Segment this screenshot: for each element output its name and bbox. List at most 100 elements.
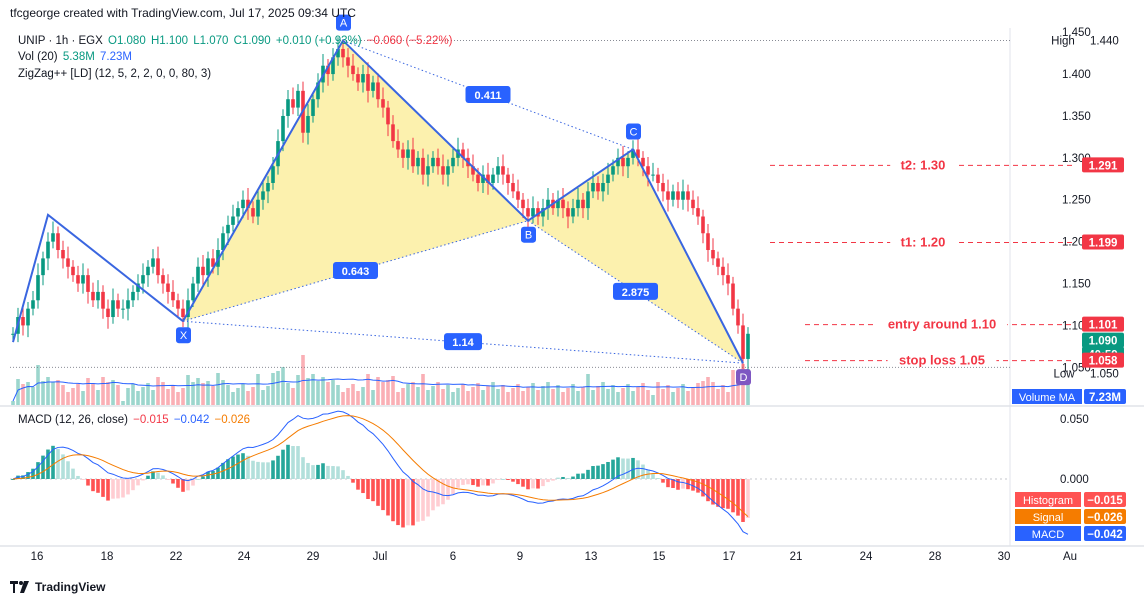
macd-hist-bar: [126, 479, 130, 495]
volume-bar: [251, 387, 255, 405]
macd-hist-bar: [666, 479, 670, 488]
macd-hist-bar: [661, 479, 665, 483]
macd-hist-bar: [411, 479, 415, 526]
price-badge-t1-bg: [1082, 234, 1124, 250]
macd-hist-bar: [656, 478, 660, 480]
volume-bar: [261, 390, 265, 405]
candle-body: [66, 258, 70, 267]
volume-bar: [511, 388, 515, 405]
macd-hist-bar: [56, 448, 60, 479]
tradingview-logo-icon: [10, 581, 29, 593]
volume-bar: [11, 401, 15, 405]
volume-bar: [471, 387, 475, 405]
candle-body: [521, 199, 525, 209]
macd-hist-bar: [396, 479, 400, 526]
high-value: 1.440: [1090, 36, 1119, 48]
macd-hist-bar: [66, 461, 70, 479]
candle-body: [231, 216, 235, 225]
footer-brand[interactable]: TradingView: [10, 580, 105, 594]
macd-hist-bar: [391, 479, 395, 522]
volume-bar: [411, 382, 415, 405]
candle-body: [501, 166, 505, 175]
macd-hist-bar: [86, 479, 90, 486]
volume-bar: [131, 384, 135, 405]
macd-value-badge-bg: [1084, 509, 1126, 524]
macd-hist-bar: [101, 479, 105, 497]
candle-body: [366, 74, 370, 91]
macd-hist-bar: [501, 478, 505, 480]
candle-body: [56, 233, 60, 251]
candle-body: [601, 182, 605, 192]
price-legend[interactable]: UNIP · 1h · EGX O1.080 H1.100 L1.070 C1.…: [18, 35, 454, 47]
volume-bar: [591, 390, 595, 405]
candle-body: [586, 191, 590, 209]
candle-body: [616, 157, 620, 167]
candle-body: [176, 300, 180, 309]
macd-hist-bar: [76, 475, 80, 479]
volume-bar: [306, 378, 310, 405]
volume-bar: [661, 389, 665, 405]
volume-bar: [421, 374, 425, 405]
volume-bar: [616, 392, 620, 405]
macd-hist-bar: [156, 472, 160, 479]
macd-hist-bar: [366, 479, 370, 499]
macd-hist-bar: [596, 465, 600, 479]
candle-body: [331, 57, 335, 75]
candle-body: [246, 199, 250, 209]
zigzag-legend[interactable]: ZigZag++ [LD] (12, 5, 2, 2, 0, 0, 80, 3): [18, 68, 212, 80]
volume-bar: [71, 388, 75, 405]
level-label: t1: 1.20: [901, 234, 946, 249]
candle-body: [346, 57, 350, 66]
macd-tick-label: 0.000: [1060, 474, 1089, 486]
volume-bar: [226, 385, 230, 405]
candle-body: [631, 149, 635, 158]
candle-body: [726, 275, 730, 284]
volume-bar: [361, 387, 365, 405]
macd-hist-bar: [561, 476, 565, 479]
low-value: 1.050: [1090, 368, 1119, 380]
time-tick-label: 6: [450, 551, 456, 563]
volume-legend[interactable]: Vol (20) 5.38M 7.23M: [18, 51, 134, 63]
candle-body: [441, 166, 445, 175]
ratio-label: 0.411: [475, 90, 502, 102]
candle-body: [451, 157, 455, 167]
volume-bar: [431, 386, 435, 405]
time-tick-label: 24: [860, 551, 873, 563]
volume-bar: [146, 383, 150, 405]
close-value: C1.090: [233, 35, 271, 47]
volume-bar: [481, 390, 485, 405]
macd-hist-bar: [486, 479, 490, 486]
volume-bar: [446, 385, 450, 405]
volume-bar: [211, 386, 215, 405]
candle-body: [131, 291, 135, 301]
candle-body: [236, 208, 240, 217]
candle-body: [506, 174, 510, 183]
volume-bar: [451, 392, 455, 405]
macd-hist-bar: [281, 449, 285, 479]
macd-hist-bar: [111, 479, 115, 499]
macd-hist-bar: [436, 479, 440, 507]
candle-body: [716, 258, 720, 267]
ratio-badge: [465, 86, 511, 104]
volume-bar: [366, 374, 370, 405]
macd-hist-bar: [671, 479, 675, 488]
volume-bar: [736, 375, 740, 405]
volume-bar: [531, 383, 535, 405]
change-value: +0.010 (+0.93%): [275, 35, 362, 47]
point-label: D: [740, 372, 748, 384]
candle-body: [261, 191, 265, 200]
macd-legend[interactable]: MACD (12, 26, close) −0.015 −0.042 −0.02…: [18, 414, 252, 426]
volume-bar: [611, 385, 615, 405]
candle-body: [526, 208, 530, 217]
volume-bar: [316, 381, 320, 405]
volume-bar: [626, 384, 630, 405]
candle-body: [736, 308, 740, 326]
pattern-xab-fill: [183, 40, 528, 322]
macd-hist-bar: [636, 460, 640, 479]
time-tick-label: Jul: [373, 551, 388, 563]
candle-body: [256, 199, 260, 217]
volume-bar: [56, 380, 60, 405]
volume-ma-badge-bg: [1084, 389, 1126, 404]
candle-body: [701, 216, 705, 234]
macd-hist-bar: [246, 455, 250, 479]
